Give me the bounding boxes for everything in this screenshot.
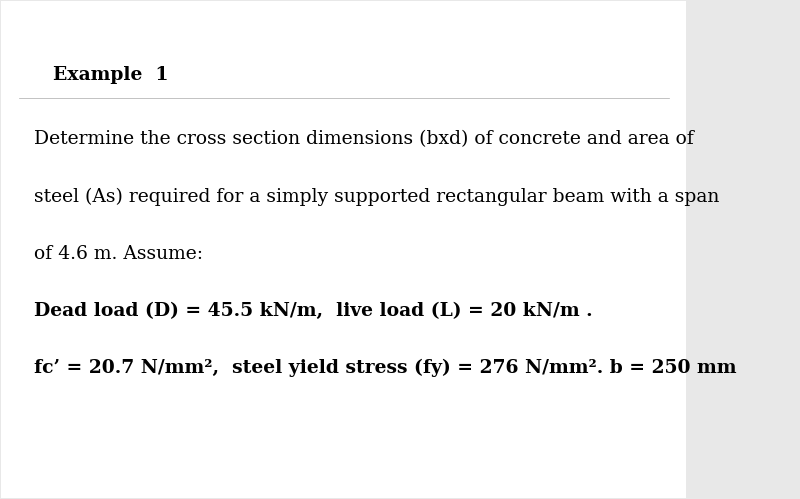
Text: of 4.6 m. Assume:: of 4.6 m. Assume: [34,245,203,262]
Text: Determine the cross section dimensions (bxd) of concrete and area of: Determine the cross section dimensions (… [34,130,694,148]
Text: fc’ = 20.7 N/mm²,  steel yield stress (fy) = 276 N/mm². b = 250 mm: fc’ = 20.7 N/mm², steel yield stress (fy… [34,359,737,377]
Text: Example  1: Example 1 [53,66,168,84]
Text: Dead load (D) = 45.5 kN/m,  live load (L) = 20 kN/m .: Dead load (D) = 45.5 kN/m, live load (L)… [34,301,593,319]
Text: steel (As) required for a simply supported rectangular beam with a span: steel (As) required for a simply support… [34,188,720,206]
FancyBboxPatch shape [2,1,686,498]
